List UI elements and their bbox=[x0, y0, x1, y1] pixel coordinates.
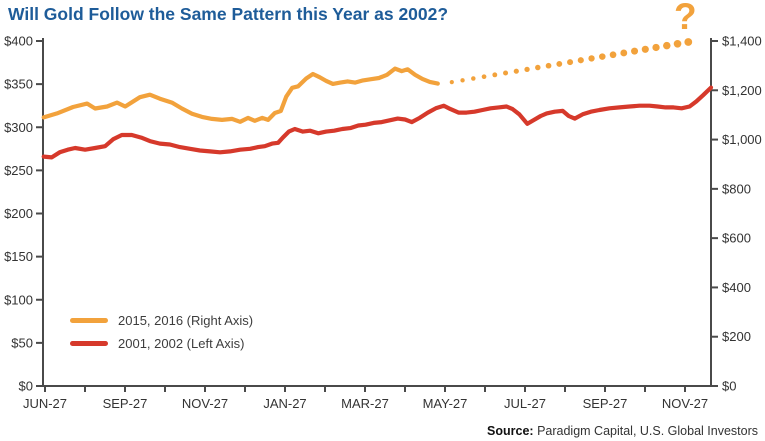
x-axis-tick-label: MAR-27 bbox=[341, 396, 389, 411]
left-axis-tick-label: $200 bbox=[4, 206, 33, 221]
left-axis-tick-label: $350 bbox=[4, 77, 33, 92]
legend-swatch-orange bbox=[70, 318, 108, 323]
legend-label-2015-2016: 2015, 2016 (Right Axis) bbox=[118, 313, 254, 328]
left-axis-tick-label: $400 bbox=[4, 34, 33, 49]
projection-dot bbox=[684, 38, 693, 46]
x-axis-tick-label: NOV-27 bbox=[182, 396, 228, 411]
projection-dot bbox=[545, 62, 552, 69]
projection-dot bbox=[535, 64, 541, 71]
projection-dot bbox=[471, 76, 476, 81]
legend-swatch-red bbox=[70, 341, 108, 346]
projection-dot bbox=[641, 45, 649, 53]
x-axis-tick-label: SEP-27 bbox=[583, 396, 628, 411]
legend-item-2015-2016: 2015, 2016 (Right Axis) bbox=[70, 309, 253, 332]
chart-legend: 2015, 2016 (Right Axis) 2001, 2002 (Left… bbox=[70, 309, 253, 355]
projection-dot bbox=[599, 53, 606, 60]
series-line-2015-2016 bbox=[41, 66, 440, 124]
left-axis-tick-label: $100 bbox=[4, 292, 33, 307]
projection-dot bbox=[481, 74, 487, 80]
series-line-2001-2002 bbox=[41, 85, 714, 160]
right-axis-tick-label: $1,400 bbox=[722, 34, 762, 49]
legend-label-2001-2002: 2001, 2002 (Left Axis) bbox=[118, 336, 245, 351]
projection-dot bbox=[663, 41, 671, 50]
x-axis-tick-label: JUL-27 bbox=[504, 396, 546, 411]
x-axis-tick-label: NOV-27 bbox=[662, 396, 708, 411]
source-attribution: Source: Paradigm Capital, U.S. Global In… bbox=[487, 424, 758, 438]
x-axis-tick-label: MAY-27 bbox=[423, 396, 468, 411]
x-axis-tick-label: SEP-27 bbox=[103, 396, 148, 411]
left-axis-tick-label: $0 bbox=[19, 379, 33, 394]
projection-dot bbox=[567, 59, 574, 66]
right-axis-tick-label: $1,000 bbox=[722, 132, 762, 147]
projection-dot bbox=[631, 47, 639, 55]
projection-dot bbox=[652, 43, 660, 52]
right-axis-tick-label: $400 bbox=[722, 280, 751, 295]
projection-dot bbox=[588, 55, 595, 62]
projection-dot bbox=[492, 72, 498, 78]
x-axis-tick-label: JAN-27 bbox=[263, 396, 306, 411]
right-axis-tick-label: $800 bbox=[722, 181, 751, 196]
legend-item-2001-2002: 2001, 2002 (Left Axis) bbox=[70, 332, 253, 355]
projection-dot bbox=[503, 70, 509, 76]
projection-dot bbox=[673, 39, 682, 48]
projection-dot bbox=[449, 80, 454, 85]
source-label: Source: bbox=[487, 424, 534, 438]
projection-dot bbox=[460, 78, 465, 83]
chart-title: Will Gold Follow the Same Pattern this Y… bbox=[8, 4, 449, 24]
left-axis-tick-label: $300 bbox=[4, 120, 33, 135]
right-axis-tick-label: $200 bbox=[722, 329, 751, 344]
left-axis-tick-label: $150 bbox=[4, 249, 33, 264]
projection-dot bbox=[577, 57, 584, 64]
right-axis-tick-label: $600 bbox=[722, 231, 751, 246]
right-axis-tick-label: $1,200 bbox=[722, 83, 762, 98]
projection-dot bbox=[556, 60, 563, 67]
x-axis-tick-label: JUN-27 bbox=[23, 396, 67, 411]
source-text: Paradigm Capital, U.S. Global Investors bbox=[533, 424, 758, 438]
left-axis-tick-label: $50 bbox=[11, 335, 33, 350]
right-axis-tick-label: $0 bbox=[722, 379, 736, 394]
question-mark-annotation: ? bbox=[674, 0, 697, 37]
projection-dot bbox=[513, 68, 519, 74]
left-axis-tick-label: $250 bbox=[4, 163, 33, 178]
projection-dot bbox=[524, 66, 530, 73]
projection-dot bbox=[609, 51, 617, 59]
projection-dot bbox=[620, 49, 628, 57]
